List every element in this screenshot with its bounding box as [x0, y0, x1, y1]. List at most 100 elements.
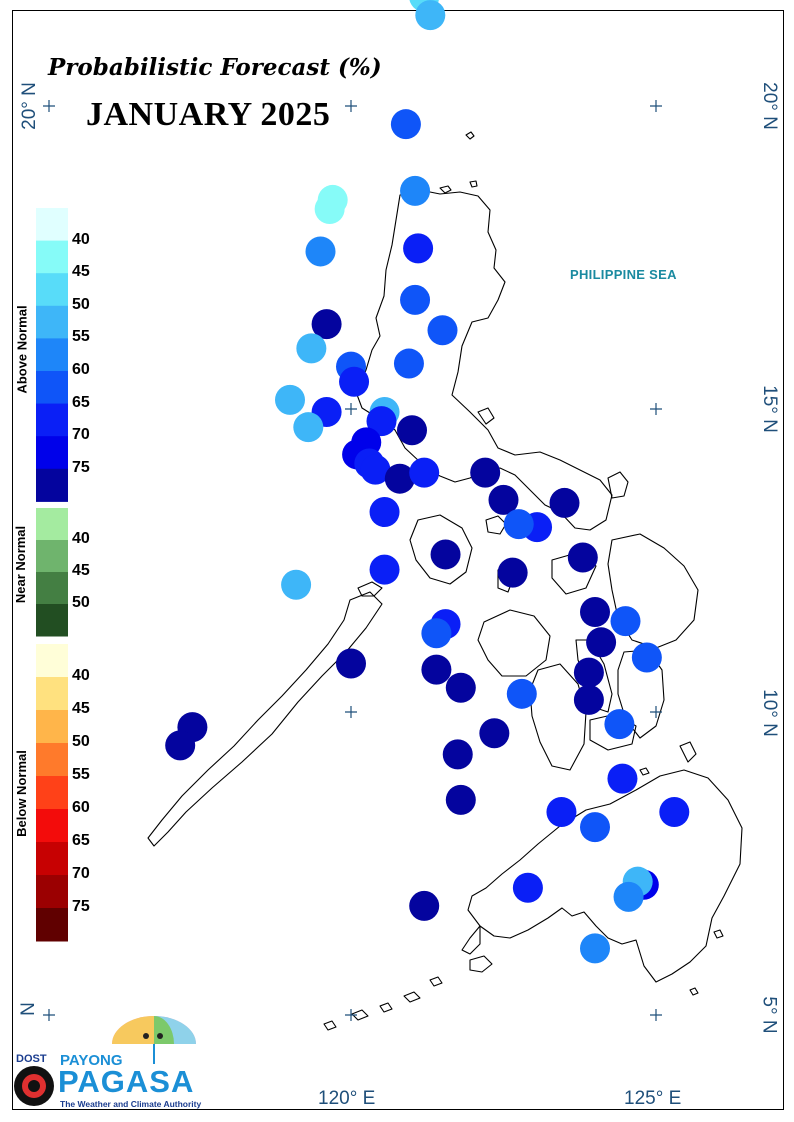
station-dot	[421, 654, 452, 685]
legend-swatch	[36, 644, 68, 678]
lon-label-120e: 120° E	[318, 1088, 376, 1109]
station-dot	[604, 709, 635, 740]
legend-swatch	[36, 240, 68, 274]
legend-tick-label: 50	[72, 295, 90, 313]
lon-label-125e: 125° E	[624, 1088, 682, 1109]
legend-swatch	[36, 338, 68, 372]
legend-tick-label: 45	[72, 562, 90, 579]
station-dot	[314, 194, 345, 225]
legend-swatch	[36, 208, 68, 242]
legend-tick-label: 70	[72, 426, 90, 444]
legend-swatch	[36, 305, 68, 339]
legend-tick-label: 45	[72, 263, 90, 281]
station-dot	[390, 109, 421, 140]
station-dot	[567, 542, 598, 573]
station-dot	[442, 739, 473, 770]
legend-swatch	[36, 273, 68, 307]
station-dot	[400, 175, 431, 206]
legend-swatch	[36, 572, 68, 605]
legend-swatch	[36, 371, 68, 405]
legend-tick-label: 40	[72, 667, 90, 684]
station-dot	[659, 796, 690, 827]
legend-tick-label: 65	[72, 393, 90, 411]
logo-pagasa-text: PAGASA	[58, 1064, 195, 1099]
lat-label-20n-right: 20° N	[758, 82, 780, 130]
legend-swatch	[36, 875, 68, 909]
station-dot	[549, 487, 580, 518]
station-dot	[305, 236, 336, 267]
station-dot	[427, 315, 458, 346]
station-dot	[293, 412, 324, 443]
station-dot	[311, 309, 342, 340]
station-dot	[580, 597, 610, 628]
legend-tick-label: 75	[72, 898, 90, 915]
station-dot	[580, 812, 610, 843]
station-dot	[403, 233, 434, 264]
station-dot	[339, 366, 370, 397]
legend-swatch	[36, 403, 68, 437]
legend-swatch	[36, 508, 68, 541]
legend-tick-label: 70	[72, 865, 90, 882]
station-dot	[610, 606, 641, 637]
legend-tick-label: 50	[72, 594, 90, 611]
pagasa-logo-art	[14, 1016, 196, 1106]
legend-swatch	[36, 436, 68, 470]
station-dot	[369, 497, 400, 528]
logo-tagline: The Weather and Climate Authority	[60, 1099, 202, 1109]
legend-near-normal-bar	[36, 508, 68, 637]
legend-above-normal-bar	[36, 208, 68, 502]
forecast-month: JANUARY 2025	[86, 96, 331, 133]
station-dot	[573, 657, 604, 688]
legend-swatch	[36, 743, 68, 777]
station-dots	[165, 0, 690, 964]
station-dot	[479, 718, 510, 749]
station-dot	[165, 730, 196, 761]
legend-tick-label: 60	[72, 799, 90, 816]
lat-label-20n-left: 20° N	[18, 82, 40, 130]
legend-tick-label: 50	[72, 733, 90, 750]
legend-swatch	[36, 809, 68, 843]
station-dot	[415, 0, 446, 31]
legend-tick-label: 65	[72, 832, 90, 849]
legend-below-normal-bar	[36, 644, 68, 942]
station-dot	[421, 618, 452, 649]
legend-tick-label: 40	[72, 530, 90, 547]
station-dot	[573, 684, 604, 715]
station-dot	[360, 454, 391, 485]
lat-label-10n-right: 10° N	[758, 689, 780, 737]
station-dot	[366, 406, 397, 437]
legend-tick-label: 40	[72, 230, 90, 248]
station-dot	[384, 463, 415, 494]
logo-dost-text: DOST	[16, 1053, 47, 1065]
philippine-sea-label: PHILIPPINE SEA	[570, 267, 677, 282]
forecast-title: Probabilistic Forecast (%)	[48, 54, 382, 81]
lat-label-5n-right: 5° N	[758, 996, 780, 1034]
lat-label-15n-right: 15° N	[758, 385, 780, 433]
legend-swatch	[36, 468, 68, 502]
legend-swatch	[36, 908, 68, 942]
station-dot	[546, 796, 577, 827]
legend-swatch	[36, 540, 68, 573]
lat-label-5n-left: N	[17, 1002, 39, 1016]
station-dot	[397, 415, 427, 446]
legend-swatch	[36, 710, 68, 744]
station-dot	[497, 557, 528, 588]
legend-swatch	[36, 776, 68, 810]
station-dot	[580, 933, 610, 964]
station-dot	[488, 484, 519, 515]
station-dot	[336, 648, 366, 679]
station-dot	[275, 384, 305, 415]
station-dot	[409, 890, 440, 921]
legend-tick-label: 75	[72, 458, 90, 476]
legend-near-title: Near Normal	[13, 525, 29, 604]
legend-swatch	[36, 604, 68, 637]
station-dot	[607, 763, 638, 794]
station-dot	[281, 569, 312, 600]
station-dot	[470, 457, 501, 488]
station-dot	[512, 872, 543, 903]
station-dot	[430, 539, 461, 570]
legend-tick-label: 60	[72, 361, 90, 378]
station-dot	[631, 642, 662, 673]
legend-below-title: Below Normal	[13, 750, 29, 837]
